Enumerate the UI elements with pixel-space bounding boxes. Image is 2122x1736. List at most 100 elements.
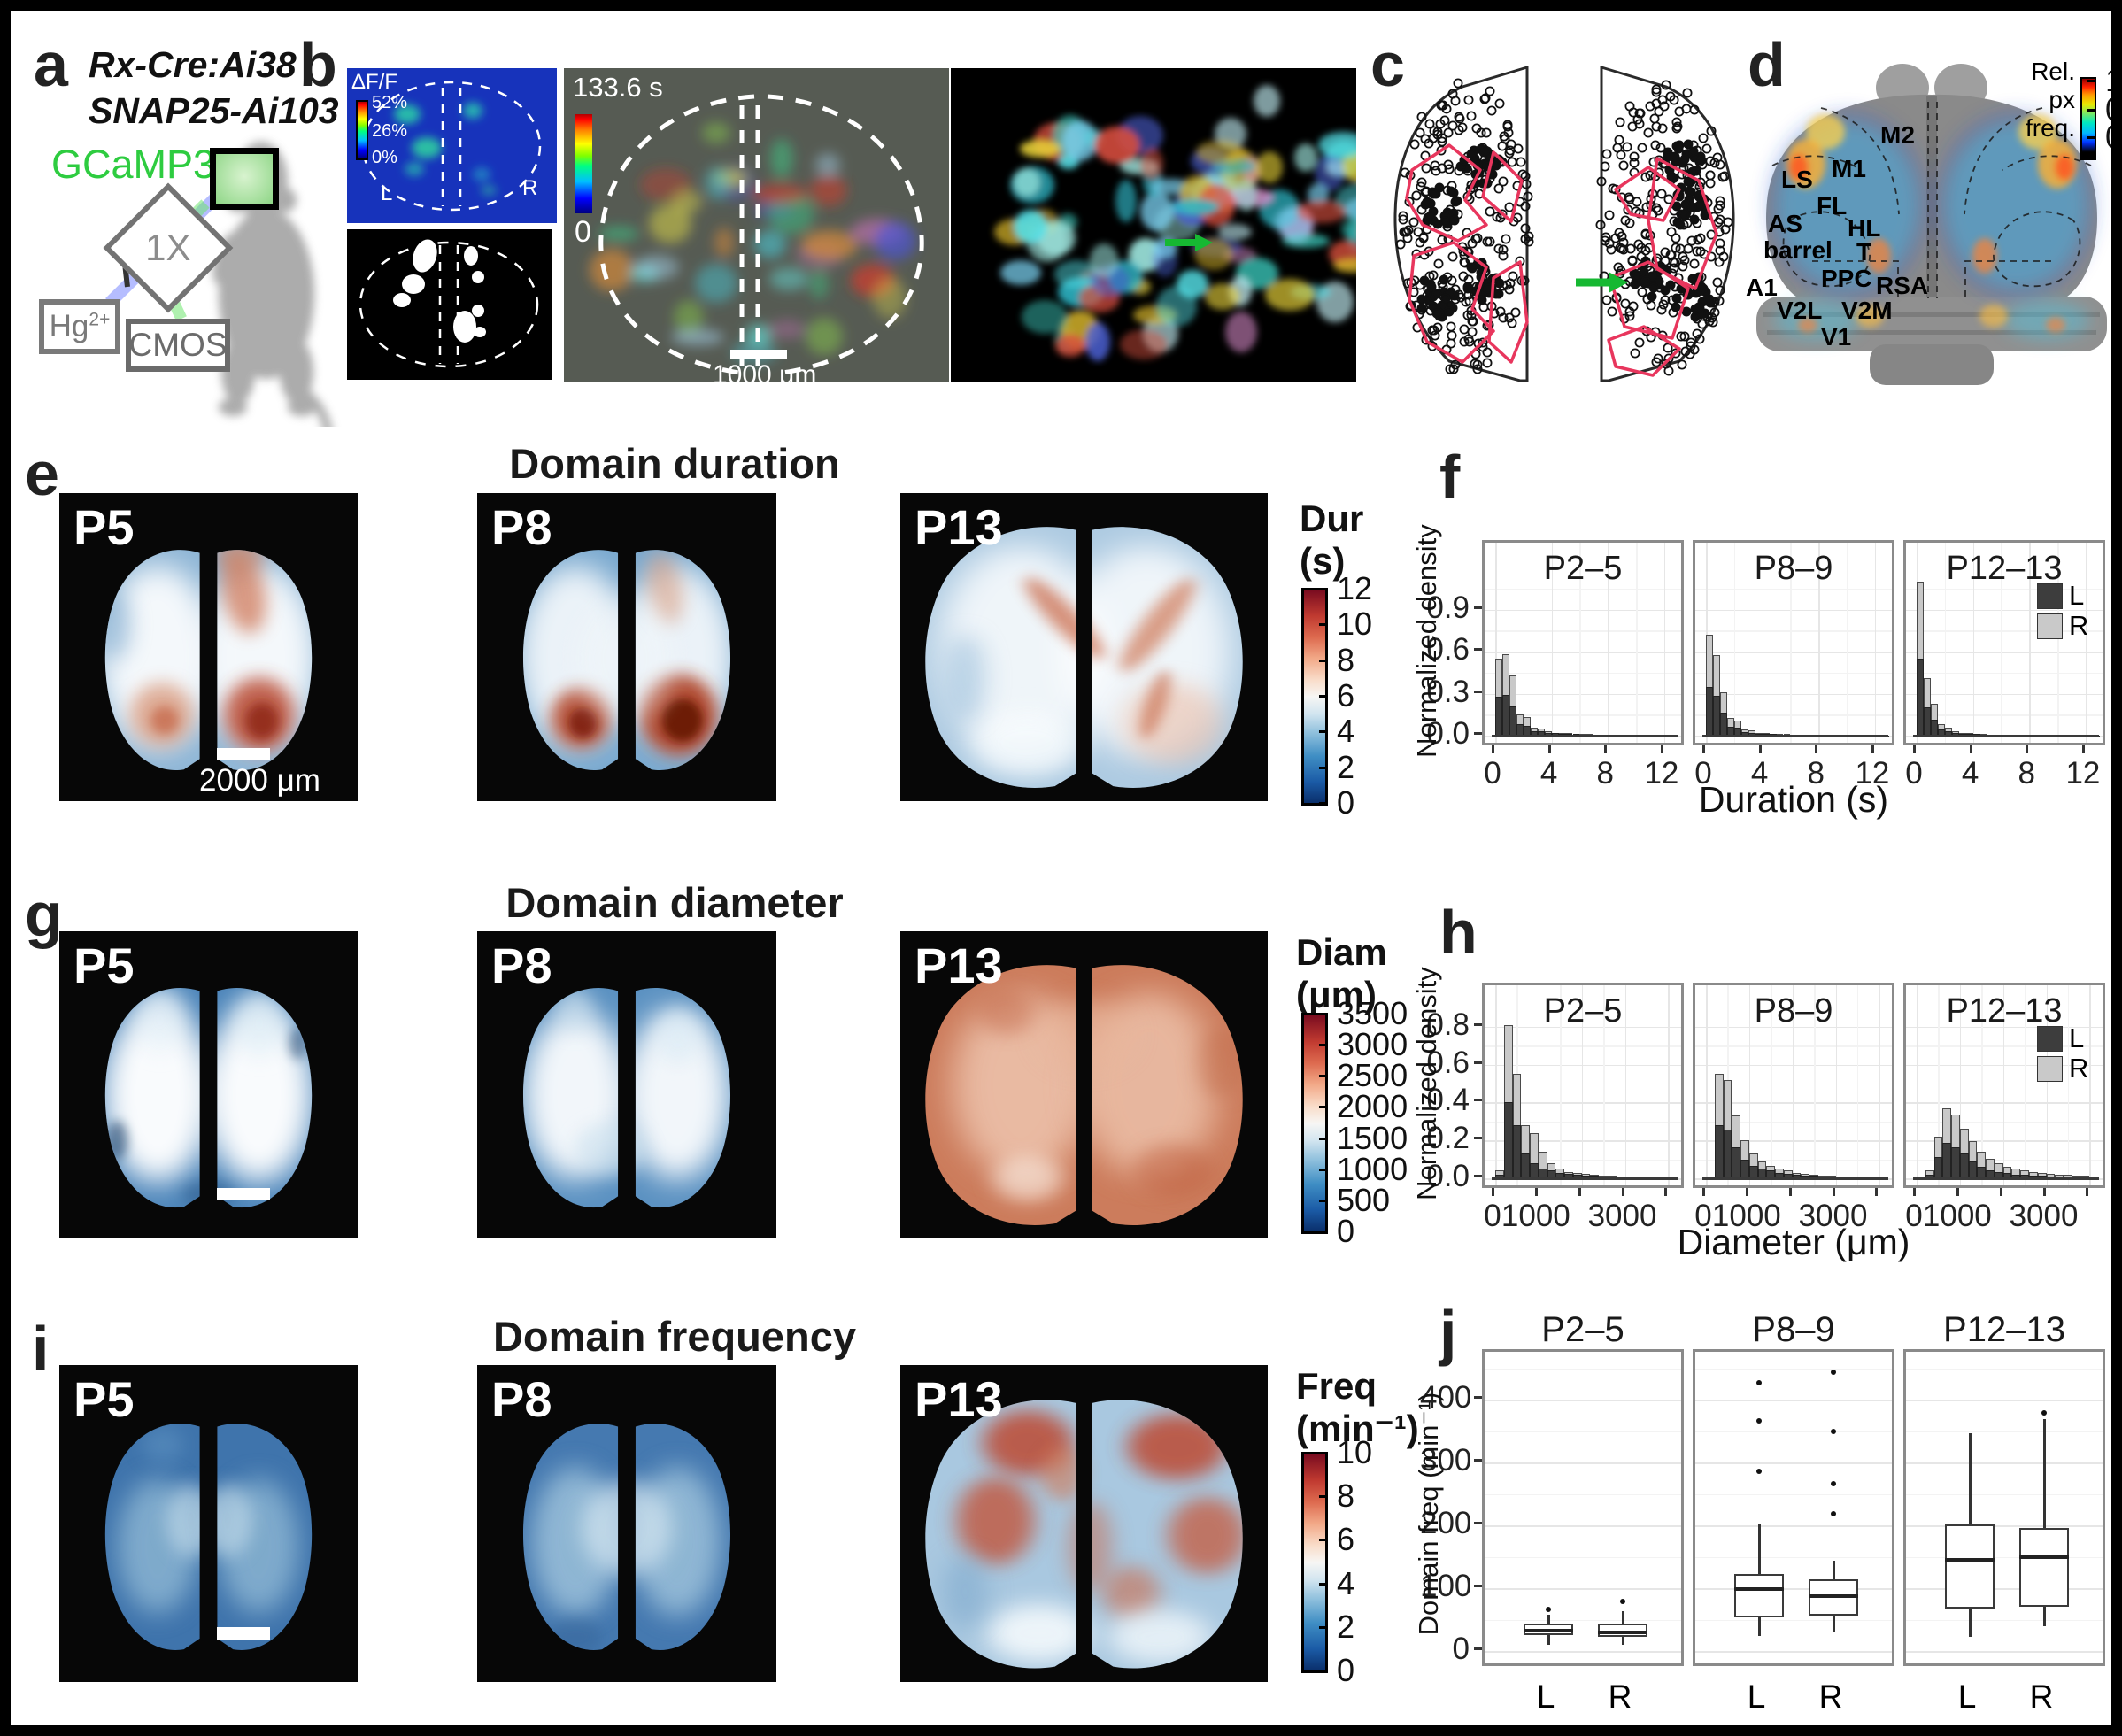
histogram-bar-L xyxy=(1516,723,1524,736)
histogram-bar-L xyxy=(1530,1162,1539,1178)
histogram-bar-L xyxy=(1719,712,1727,736)
colorbar-tick-label: 3000 xyxy=(1337,1026,1408,1063)
x-tick-mark xyxy=(1492,745,1494,753)
y-tick-mark xyxy=(1474,1022,1482,1026)
x-tick-label: 1000 xyxy=(1711,1199,1781,1233)
histogram-bar-L xyxy=(1714,1125,1724,1178)
colorbar-tick-label: 2 xyxy=(1337,748,1355,785)
region-label-V2L: V2L xyxy=(1777,297,1823,324)
facet-title: P8–9 xyxy=(1752,1310,1835,1349)
age-label: P8 xyxy=(491,937,552,993)
genotype-line1: Rx-Cre:Ai38 xyxy=(89,44,297,85)
domain-time-overlay: 133.6 s 0 1000 μm xyxy=(564,68,949,382)
outlier-dot xyxy=(1620,1598,1625,1604)
lamp-box: Hg2+ xyxy=(39,299,120,354)
scalebar-label: 1000 μm xyxy=(713,360,817,382)
group-label: L xyxy=(1536,1678,1555,1715)
frequency-map-P8: P8 xyxy=(477,1365,776,1682)
region-label-M1: M1 xyxy=(1832,155,1866,182)
green-arrow-icon xyxy=(1576,272,1628,293)
colorbar-tick-mark xyxy=(2087,79,2096,82)
facet-title: P12–13 xyxy=(1946,550,2063,587)
domain-centroids xyxy=(1395,78,1733,376)
dff-colorbar xyxy=(356,100,368,160)
median-line xyxy=(1809,1593,1858,1598)
histogram-facet: P8–9 xyxy=(1693,540,1894,745)
colorbar-tick-mark xyxy=(1319,1199,1328,1202)
facet-title: P12–13 xyxy=(1943,1310,2065,1349)
median-line xyxy=(1598,1631,1647,1635)
x-tick-label: 12 xyxy=(2065,756,2101,791)
frequency-map-P13: P13 xyxy=(900,1365,1268,1682)
x-tick-mark xyxy=(1547,745,1551,753)
y-tick-label: 0.4 xyxy=(1426,1083,1470,1118)
boxplot-facet xyxy=(1482,1349,1684,1666)
x-tick-label: 4 xyxy=(1750,756,1769,791)
x-tick-label: 4 xyxy=(1961,756,1979,791)
right-hemisphere-label: R xyxy=(522,176,538,200)
y-tick-label: 300 xyxy=(1420,1443,1472,1478)
domain-mask-frame xyxy=(347,229,552,380)
scalebar-label: 2000 μm xyxy=(199,763,320,798)
colorbar-tick-mark xyxy=(1319,730,1328,734)
x-tick-mark xyxy=(2081,745,2085,753)
histogram-bar-L xyxy=(1706,686,1713,736)
colorbar-tick-label: 1 xyxy=(2105,61,2122,98)
facet-title: P8–9 xyxy=(1754,550,1833,587)
x-tick-mark xyxy=(1621,1188,1624,1196)
age-label: P13 xyxy=(914,937,1003,993)
f-y-axis-label: Normalized density xyxy=(1411,524,1442,758)
relpx-colorbar-title: Rel. px freq. xyxy=(2025,58,2075,143)
panel-letter-a: a xyxy=(34,30,68,99)
histogram-bar-L xyxy=(1512,1125,1522,1178)
y-tick-label: 0 xyxy=(1452,1632,1470,1666)
group-label: R xyxy=(2029,1678,2054,1715)
outlier-dot xyxy=(1831,1481,1836,1487)
histogram-bar-L xyxy=(1740,1159,1749,1178)
colorbar-tick-label: 6 xyxy=(1337,677,1355,714)
lamp-label: Hg2+ xyxy=(49,309,111,343)
colorbar-tick-mark xyxy=(1319,1625,1328,1629)
whisker-lower xyxy=(1833,1616,1835,1632)
facet-title: P2–5 xyxy=(1543,550,1623,587)
duration-map-P5: P5 2000 μm xyxy=(59,493,358,801)
group-label: L xyxy=(1957,1678,1977,1715)
x-tick-mark xyxy=(1758,745,1762,753)
region-label-FL: FL xyxy=(1817,192,1848,220)
colorbar-tick-label: 0 xyxy=(1337,1213,1355,1249)
x-tick-label: 0 xyxy=(1694,756,1712,791)
legend-swatch-L xyxy=(2037,583,2063,609)
colorbar-tick-label: 4 xyxy=(1337,713,1355,750)
histogram-bar-L xyxy=(1503,1102,1513,1178)
facet-title: P8–9 xyxy=(1754,992,1833,1030)
genotype-line2: SNAP25-Ai103 xyxy=(89,90,339,131)
colorbar-tick-mark xyxy=(1319,588,1328,590)
box xyxy=(1598,1623,1647,1637)
duration-map-P13: P13 xyxy=(900,493,1268,801)
region-label-PPC: PPC xyxy=(1821,265,1872,292)
x-tick-label: 12 xyxy=(1855,756,1890,791)
x-tick-mark xyxy=(2042,1188,2046,1196)
colorbar-tick-mark xyxy=(1319,659,1328,662)
frequency-row-title: Domain frequency xyxy=(492,1313,857,1360)
x-tick-mark xyxy=(1871,745,1874,753)
y-tick-mark xyxy=(1474,1396,1482,1400)
colorbar-tick-mark xyxy=(1319,1231,1328,1233)
y-tick-label: 0.6 xyxy=(1426,632,1470,667)
colorbar-tick-label: 0 xyxy=(1337,784,1355,821)
whisker-lower xyxy=(1622,1636,1624,1645)
region-label-HL: HL xyxy=(1848,214,1881,242)
x-tick-label: 3000 xyxy=(1798,1199,1868,1233)
histogram-bar-L xyxy=(1509,706,1516,736)
duration-row-title: Domain duration xyxy=(509,440,840,487)
panel-letter-d: d xyxy=(1748,30,1786,99)
x-tick-mark xyxy=(1913,1188,1916,1196)
y-tick-mark xyxy=(1474,1099,1482,1102)
outlier-dot xyxy=(1831,1510,1836,1516)
region-label-A1: A1 xyxy=(1746,274,1778,301)
x-tick-label: 0 xyxy=(1694,1199,1712,1233)
colorbar-tick-mark xyxy=(2087,109,2096,112)
colorbar-tick-label: 10 xyxy=(1337,606,1373,643)
colorbar-tick-mark xyxy=(1319,695,1328,698)
histogram-bar-L xyxy=(1732,1146,1741,1178)
